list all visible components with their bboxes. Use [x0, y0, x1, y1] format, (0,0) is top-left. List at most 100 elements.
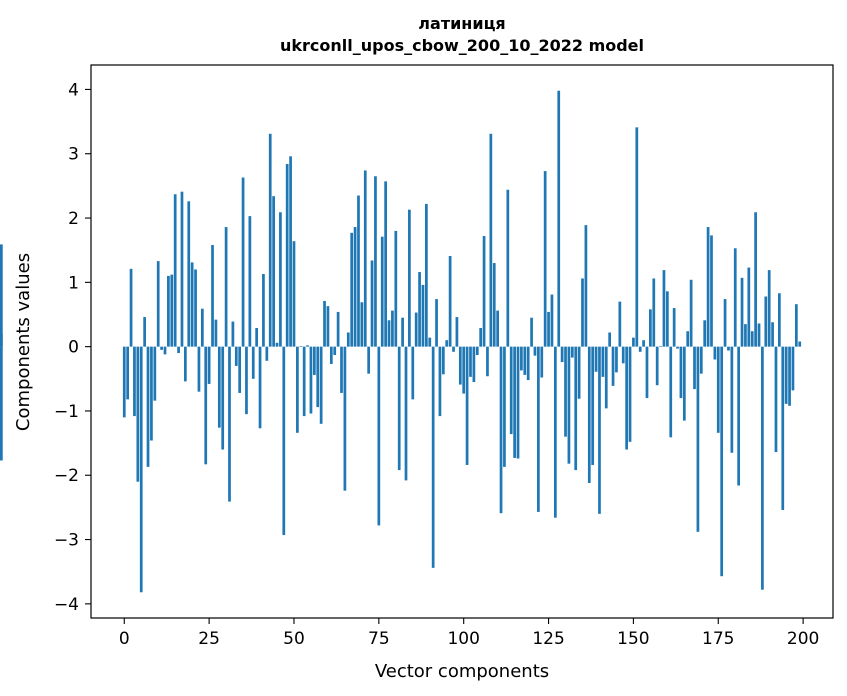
bar: [509, 346, 513, 435]
bar: [737, 346, 740, 486]
bar: [672, 308, 676, 347]
bar: [329, 346, 333, 364]
bar: [340, 346, 343, 393]
bar: [767, 270, 771, 347]
bar: [156, 261, 160, 347]
bar: [475, 346, 479, 355]
bar: [367, 346, 371, 374]
y-tick-label: 0: [68, 338, 79, 358]
bar: [496, 310, 499, 347]
x-tick-label: 0: [119, 629, 130, 649]
bar: [703, 320, 707, 347]
bar: [547, 311, 550, 347]
bar: [0, 346, 3, 461]
bar: [710, 235, 713, 347]
y-tick-label: −1: [54, 402, 79, 422]
bar: [346, 332, 350, 347]
bar: [275, 342, 279, 347]
bar: [160, 346, 163, 350]
bar: [228, 346, 231, 502]
bar: [747, 267, 751, 347]
bar: [615, 346, 618, 373]
bar: [591, 346, 595, 465]
bar: [791, 346, 795, 391]
bar: [693, 346, 696, 390]
bar: [0, 333, 3, 347]
bar: [455, 317, 459, 347]
bar: [289, 156, 292, 347]
bar: [136, 346, 140, 482]
x-tick-label: 200: [787, 629, 819, 649]
bar: [727, 346, 730, 351]
bar: [486, 346, 489, 377]
bar: [435, 299, 438, 347]
bar: [153, 346, 157, 401]
bar: [662, 270, 666, 347]
bar: [557, 90, 561, 347]
bar: [401, 317, 404, 347]
bar: [652, 278, 656, 347]
bar: [666, 291, 669, 347]
bar: [187, 201, 191, 347]
bar: [245, 346, 248, 415]
bar: [482, 236, 486, 347]
x-tick-label: 150: [617, 629, 649, 649]
bar: [333, 346, 337, 355]
bar: [574, 346, 578, 471]
bar: [0, 244, 3, 347]
bar: [133, 346, 136, 417]
bar: [506, 189, 510, 347]
bar: [143, 317, 146, 347]
bar: [167, 275, 170, 347]
bar: [255, 328, 259, 347]
bar: [207, 346, 211, 384]
bar: [217, 346, 221, 428]
bar: [621, 346, 625, 364]
bar: [540, 346, 544, 378]
x-axis-ticks: 0 25 50 75 100 125 150 175 200: [119, 618, 819, 649]
bar: [323, 300, 326, 347]
bar: [173, 194, 177, 347]
bar: [520, 346, 523, 371]
bar: [265, 346, 269, 361]
bar: [285, 164, 289, 347]
bar: [221, 346, 225, 450]
y-axis-ticks: −4 −3 −2 −1 0 1 2 3 4: [54, 80, 91, 615]
bar: [126, 346, 130, 400]
bar: [238, 346, 242, 393]
bar: [689, 279, 693, 347]
bar: [655, 346, 659, 386]
bar: [316, 346, 320, 408]
bar: [404, 346, 408, 481]
bar: [798, 341, 802, 347]
bar: [713, 346, 717, 360]
bar: [761, 346, 764, 590]
bar: [550, 294, 554, 347]
bar: [567, 346, 571, 464]
bar: [299, 346, 303, 347]
bar: [523, 346, 527, 375]
bar: [350, 232, 354, 347]
bar: [750, 331, 754, 347]
bar: [425, 203, 428, 347]
bar: [632, 337, 635, 347]
bar: [177, 346, 180, 354]
bar: [258, 346, 262, 429]
bar: [570, 346, 574, 358]
bar: [363, 170, 367, 347]
bar: [377, 346, 381, 526]
bar: [241, 177, 245, 347]
bar: [649, 309, 652, 347]
bar: [720, 346, 724, 577]
bar: [204, 346, 208, 465]
bar: [618, 301, 622, 347]
bar: [194, 269, 197, 347]
y-tick-label: 1: [68, 273, 79, 293]
bar: [642, 340, 645, 347]
bar: [306, 345, 309, 347]
bar: [489, 133, 493, 347]
bar: [625, 346, 628, 450]
bar: [608, 332, 612, 347]
bar: [587, 346, 591, 483]
